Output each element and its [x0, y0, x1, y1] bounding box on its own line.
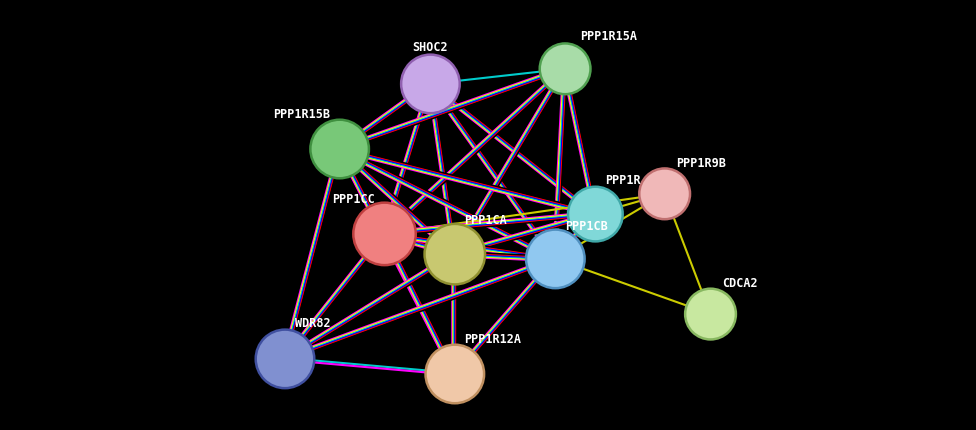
Circle shape	[639, 169, 690, 220]
Circle shape	[353, 203, 416, 265]
Text: PPP1R12A: PPP1R12A	[465, 332, 521, 345]
Text: PPP1R15A: PPP1R15A	[580, 30, 636, 43]
Circle shape	[540, 44, 590, 95]
Text: PPP1CB: PPP1CB	[565, 220, 608, 233]
Circle shape	[425, 224, 485, 285]
Circle shape	[526, 230, 585, 289]
Text: PPP1R15B: PPP1R15B	[273, 108, 330, 120]
Circle shape	[401, 55, 460, 114]
Text: WDR82: WDR82	[295, 316, 331, 329]
Text: CDCA2: CDCA2	[722, 276, 758, 289]
Circle shape	[685, 289, 736, 340]
Text: SHOC2: SHOC2	[413, 41, 448, 54]
Circle shape	[310, 120, 369, 179]
Circle shape	[426, 345, 484, 403]
Text: PPP1R9B: PPP1R9B	[676, 157, 726, 169]
Text: PPP1CC: PPP1CC	[332, 192, 375, 205]
Text: PPP1CA: PPP1CA	[465, 214, 508, 227]
Circle shape	[568, 187, 623, 242]
Text: PPP1R: PPP1R	[605, 174, 641, 187]
Circle shape	[256, 330, 314, 388]
